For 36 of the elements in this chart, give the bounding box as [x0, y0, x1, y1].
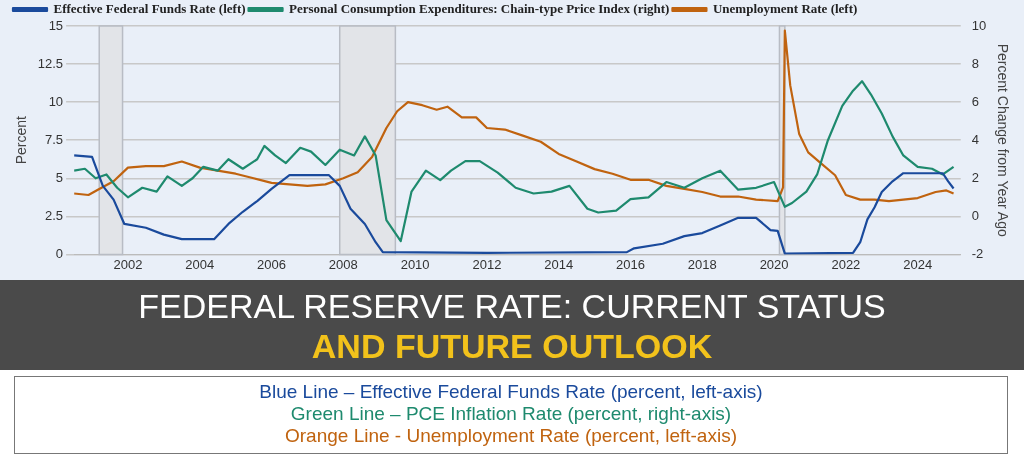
x-tick-label: 2022	[831, 256, 861, 272]
text: AND FUTURE OUTLOOK	[310, 326, 714, 366]
y-tick-label: 12.5	[37, 55, 64, 71]
legend-label: Unemployment Rate (left)	[712, 0, 858, 16]
y-tick-label: 5	[55, 169, 64, 185]
y-axis-title: Percent	[13, 115, 30, 165]
y-tick-label: 7.5	[45, 131, 64, 147]
legend-label: Effective Federal Funds Rate (left)	[53, 0, 246, 16]
x-tick-label: 2018	[687, 256, 717, 272]
y2-tick-label: 0	[971, 207, 979, 223]
y2-tick-label: 10	[971, 17, 987, 33]
x-tick-label: 2020	[759, 256, 789, 272]
text: Green Line – PCE Inflation Rate (percent, right-axis)	[289, 403, 733, 425]
x-tick-label: 2016	[616, 256, 645, 272]
y-tick-label: 10	[48, 93, 64, 109]
y2-tick-label: 2	[971, 169, 979, 185]
text: FEDERAL RESERVE RATE: CURRENT STATUS	[137, 286, 887, 326]
y2-axis-title: Percent Change from Year Ago	[994, 43, 1011, 237]
x-tick-label: 2004	[185, 256, 215, 272]
x-tick-label: 2024	[903, 256, 933, 272]
x-tick-label: 2002	[113, 256, 143, 272]
x-tick-label: 2012	[472, 256, 502, 272]
y-tick-label: 2.5	[45, 207, 64, 223]
text: Orange Line - Unemployment Rate (percent, left-axis)	[284, 425, 738, 447]
x-tick-label: 2010	[400, 256, 430, 272]
y2-tick-label: 8	[971, 55, 979, 71]
y2-tick-label: -2	[971, 245, 984, 261]
x-tick-label: 2008	[328, 256, 358, 272]
x-tick-label: 2014	[544, 256, 574, 272]
y-tick-label: 15	[48, 17, 64, 33]
x-tick-label: 2006	[257, 256, 286, 272]
y2-tick-label: 4	[971, 131, 979, 147]
y2-tick-label: 6	[971, 93, 979, 109]
text: Blue Line – Effective Federal Funds Rate (percent, left-axis)	[258, 381, 764, 403]
legend-label: Personal Consumption Expenditures: Chain-type Price Index (right)	[289, 0, 670, 16]
y-tick-label: 0	[55, 245, 64, 261]
